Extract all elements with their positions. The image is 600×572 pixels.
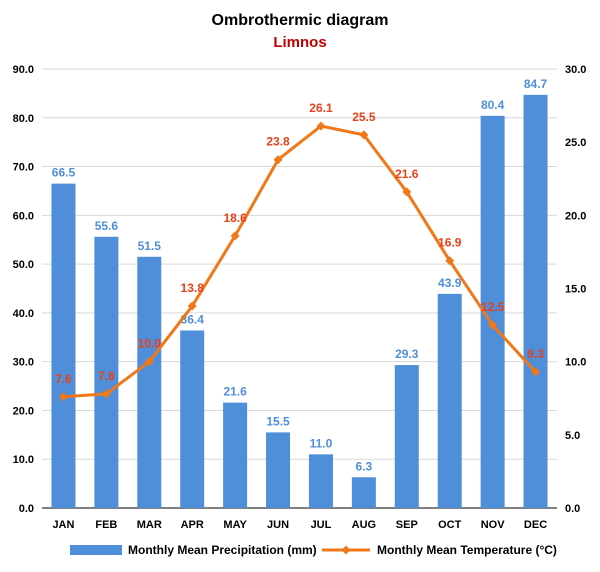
x-tick-label: APR [181,519,204,531]
precipitation-bar [523,94,548,508]
precipitation-data-label: 43.9 [438,276,462,290]
precipitation-bar [223,402,248,508]
temperature-line [63,124,537,399]
precipitation-data-label: 51.5 [138,239,162,253]
precipitation-data-label: 66.5 [52,166,76,180]
precipitation-bar [394,365,419,508]
temperature-data-label: 7.8 [98,369,115,383]
temperature-point [402,187,412,197]
y-left-tick-label: 40.0 [13,308,34,320]
precipitation-bar [51,183,76,508]
x-tick-label: AUG [352,519,376,531]
temperature-point [187,301,197,311]
precipitation-bar [180,330,205,508]
temperature-data-label: 13.8 [181,281,205,295]
precipitation-data-label: 80.4 [481,98,505,112]
precipitation-bar [351,477,376,508]
x-tick-label: OCT [438,519,462,531]
temperature-data-label: 12.5 [481,300,505,314]
temperature-data-label: 21.6 [395,167,419,181]
y-left-tick-label: 80.0 [13,113,34,125]
x-tick-label: MAY [223,519,247,531]
y-left-tick-label: 90.0 [13,64,34,76]
temperature-data-label: 25.5 [352,110,376,124]
temperature-data-label: 16.9 [438,236,462,250]
chart-title: Ombrothermic diagram [211,12,389,29]
y-left-tick-label: 20.0 [13,405,34,417]
temperature-data-label: 10.0 [138,337,162,351]
y-left-tick-label: 10.0 [13,454,34,466]
y-right-tick-label: 25.0 [565,137,586,149]
precipitation-bar [308,454,333,508]
precipitation-bar [137,256,162,508]
temperature-point [316,121,326,131]
x-tick-label: JUL [311,519,332,531]
temperature-point [144,357,154,367]
legend-precipitation-swatch [70,545,122,555]
temperature-point [359,130,369,140]
temperature-data-label: 9.3 [527,347,544,361]
temperature-point [230,231,240,241]
legend-temperature-label: Monthly Mean Temperature (°C) [377,543,557,557]
y-left-tick-label: 60.0 [13,210,34,222]
y-right-tick-label: 0.0 [565,503,580,515]
y-right-tick-label: 15.0 [565,284,586,296]
x-tick-label: SEP [396,519,418,531]
precipitation-data-label: 15.5 [266,414,290,428]
y-right-tick-label: 5.0 [565,430,580,442]
y-left-tick-label: 0.0 [19,503,34,515]
precipitation-bar [437,293,462,508]
precipitation-data-label: 6.3 [356,459,373,473]
temperature-data-label: 7.6 [55,372,72,386]
x-tick-label: DEC [524,519,547,531]
y-left-tick-label: 70.0 [13,162,34,174]
chart-subtitle: Limnos [273,34,327,51]
precipitation-data-label: 84.7 [524,77,548,91]
precipitation-data-label: 55.6 [95,219,119,233]
temperature-point [531,367,541,377]
legend-temperature-marker [341,545,351,555]
y-left-tick-label: 30.0 [13,357,34,369]
precipitation-data-label: 29.3 [395,347,419,361]
legend-precipitation-label: Monthly Mean Precipitation (mm) [128,543,317,557]
temperature-data-label: 23.8 [266,135,290,149]
precipitation-bar [266,432,291,508]
temperature-point [101,389,111,399]
y-left-tick-label: 50.0 [13,259,34,271]
temperature-point [58,392,68,402]
temperature-data-label: 18.6 [223,211,247,225]
y-right-tick-label: 10.0 [565,357,586,369]
x-tick-label: JUN [267,519,289,531]
y-right-tick-label: 20.0 [565,210,586,222]
y-right-tick-label: 30.0 [565,64,586,76]
temperature-point [445,256,455,266]
precipitation-bar [94,236,119,508]
temperature-point [273,155,283,165]
temperature-point [488,320,498,330]
x-tick-label: FEB [95,519,117,531]
x-tick-label: NOV [481,519,506,531]
precipitation-data-label: 21.6 [223,385,247,399]
x-tick-label: MAR [137,519,162,531]
precipitation-data-label: 11.0 [310,436,333,450]
temperature-data-label: 26.1 [309,101,333,115]
x-tick-label: JAN [52,519,74,531]
